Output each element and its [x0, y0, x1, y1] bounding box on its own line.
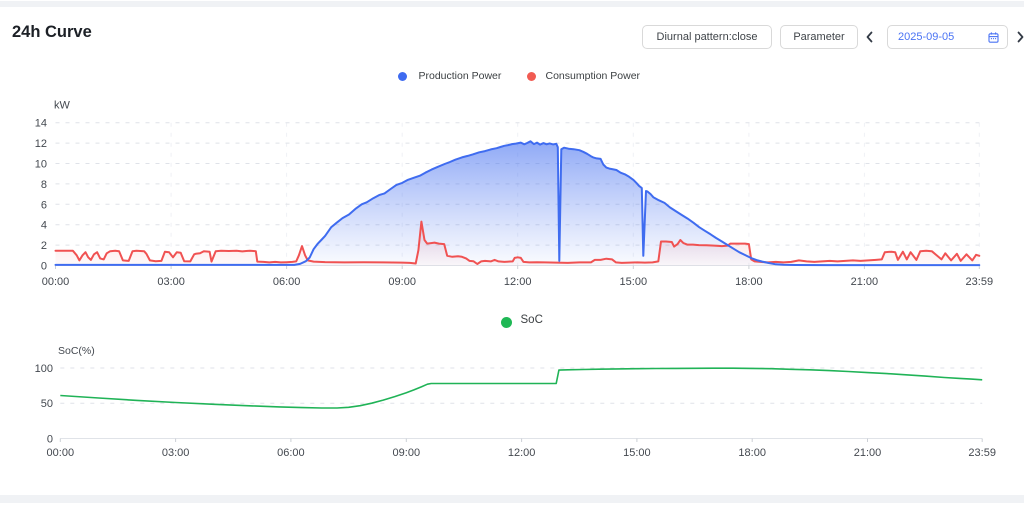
svg-text:15:00: 15:00 — [620, 276, 648, 288]
svg-text:12:00: 12:00 — [508, 447, 536, 459]
svg-text:4: 4 — [41, 220, 47, 232]
svg-text:00:00: 00:00 — [42, 276, 70, 288]
svg-text:00:00: 00:00 — [47, 447, 75, 459]
svg-text:21:00: 21:00 — [851, 276, 879, 288]
svg-text:23:59: 23:59 — [968, 447, 996, 459]
svg-text:09:00: 09:00 — [393, 447, 421, 459]
svg-text:18:00: 18:00 — [735, 276, 763, 288]
svg-text:12: 12 — [35, 138, 47, 150]
svg-text:10: 10 — [35, 159, 47, 171]
svg-text:03:00: 03:00 — [162, 447, 190, 459]
svg-text:0: 0 — [41, 261, 47, 273]
svg-text:2: 2 — [41, 240, 47, 252]
svg-text:SoC(%): SoC(%) — [58, 345, 95, 357]
svg-text:100: 100 — [35, 363, 53, 375]
svg-text:21:00: 21:00 — [854, 447, 882, 459]
svg-text:18:00: 18:00 — [738, 447, 766, 459]
svg-text:23:59: 23:59 — [966, 276, 994, 288]
svg-text:0: 0 — [47, 434, 53, 446]
svg-text:6: 6 — [41, 199, 47, 211]
svg-text:12:00: 12:00 — [504, 276, 532, 288]
svg-text:06:00: 06:00 — [273, 276, 301, 288]
svg-text:06:00: 06:00 — [277, 447, 305, 459]
svg-text:09:00: 09:00 — [388, 276, 416, 288]
svg-text:50: 50 — [41, 398, 53, 410]
svg-text:8: 8 — [41, 179, 47, 191]
svg-text:kW: kW — [54, 100, 71, 112]
svg-text:03:00: 03:00 — [157, 276, 185, 288]
svg-text:14: 14 — [35, 118, 47, 130]
svg-text:15:00: 15:00 — [623, 447, 651, 459]
